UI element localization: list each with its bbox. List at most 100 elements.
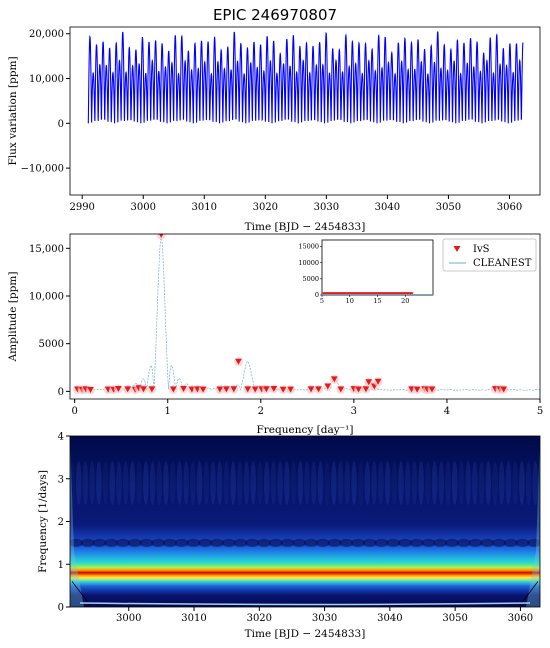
wavelet-streak <box>277 461 283 506</box>
wavelet-streak <box>364 461 371 506</box>
x-axis-label: Time [BJD − 2454833] <box>245 221 366 233</box>
wavelet-dark-blob <box>351 538 365 547</box>
x-tick-label: 3000 <box>131 202 156 213</box>
inset-y-tick-label: 10000 <box>298 259 319 267</box>
ivs-marker <box>500 386 508 393</box>
inset-x-tick-label: 15 <box>373 297 381 305</box>
ivs-marker <box>244 386 252 393</box>
wavelet-dark-blob <box>398 538 412 547</box>
y-tick-label: 0 <box>58 119 64 130</box>
y-tick-label: 10,000 <box>29 74 64 85</box>
wavelet-streak <box>391 461 398 506</box>
wavelet-streak <box>136 461 142 506</box>
x-tick-label: 2 <box>258 406 264 417</box>
y-tick-label: −10,000 <box>21 164 64 175</box>
wavelet-streak <box>284 461 290 506</box>
x-tick-label: 5 <box>537 406 543 417</box>
inset-y-tick-label: 15000 <box>298 243 319 251</box>
ivs-marker <box>287 386 294 393</box>
legend-cleanest-label: CLEANEST <box>473 258 532 269</box>
ivs-marker <box>279 386 287 393</box>
wavelet-streak <box>331 461 337 506</box>
wavelet-streak <box>357 461 364 506</box>
wavelet-dark-blob <box>163 538 177 547</box>
wavelet-streak <box>216 461 223 506</box>
x-tick-label: 3030 <box>312 613 337 624</box>
wavelet-dark-blob <box>480 538 495 547</box>
wavelet-dark-blob <box>139 538 154 547</box>
wavelet-streak <box>290 461 297 506</box>
wavelet-streak <box>109 461 116 506</box>
wavelet-streak <box>304 461 310 506</box>
ivs-marker <box>148 386 156 393</box>
wavelet-streak <box>411 461 418 506</box>
wavelet-streak <box>519 461 525 506</box>
inset-frame <box>321 239 434 296</box>
x-tick-label: 3010 <box>192 202 217 213</box>
ivs-marker <box>374 378 382 385</box>
wavelet-dark-blob <box>245 538 260 547</box>
wavelet-dark-blob <box>421 538 436 547</box>
x-tick-label: 3030 <box>314 202 339 213</box>
wavelet-streak <box>190 461 196 506</box>
wavelet-streak <box>196 461 203 506</box>
x-tick-label: 3060 <box>497 202 522 213</box>
wavelet-streak <box>458 461 465 506</box>
wavelet-dark-blob <box>198 538 213 547</box>
x-tick-label: 3020 <box>247 613 272 624</box>
ivs-marker <box>223 386 230 393</box>
ivs-marker <box>251 386 259 393</box>
y-tick-label: 20,000 <box>29 29 64 40</box>
periodogram-panel: 0 1 2 3 4 5 15,000 10,000 5000 0 Frequency [day⁻¹]… <box>7 233 543 436</box>
wavelet-streak <box>89 461 95 506</box>
ivs-marker <box>124 386 132 393</box>
wavelet-streak <box>122 461 129 506</box>
wavelet-panel: 3000 3010 3020 3030 3040 3050 3060 4 3 2 1 0 Time [B… <box>37 432 541 640</box>
wavelet-streak <box>75 461 82 506</box>
wavelet-streak <box>532 461 539 506</box>
wavelet-dark-blob <box>257 538 271 547</box>
wavelet-streak <box>96 461 102 506</box>
wavelet-streak <box>203 461 210 506</box>
wavelet-dark-blob <box>456 538 471 547</box>
ivs-marker <box>270 385 278 392</box>
wavelet-dark-blob <box>174 538 189 547</box>
wavelet-streak <box>431 461 438 506</box>
ivs-marker <box>324 383 332 390</box>
x-axis-label: Frequency [day⁻¹] <box>257 424 354 436</box>
wavelet-dark-blob <box>116 538 130 547</box>
inset-y-tick-label: 0 <box>315 291 319 299</box>
wavelet-streak <box>210 461 216 506</box>
legend-ivs-label: IvS <box>473 244 490 255</box>
wavelet-streak <box>156 461 163 506</box>
coi-bottom <box>79 602 531 606</box>
wavelet-dark-blob <box>339 538 354 547</box>
ivs-marker <box>170 386 177 393</box>
wavelet-dark-blob <box>515 538 530 547</box>
wavelet-streak <box>143 461 149 506</box>
wavelet-streak <box>310 461 317 506</box>
y-tick-label: 10,000 <box>29 291 64 302</box>
x-tick-label: 3020 <box>253 202 278 213</box>
wavelet-streak <box>317 461 324 506</box>
wavelet-streak <box>404 461 411 506</box>
x-tick-label: 3050 <box>442 613 467 624</box>
ivs-marker <box>365 379 373 386</box>
y-tick-label: 4 <box>58 432 64 443</box>
ivs-marker <box>428 386 436 393</box>
wavelet-dark-blob <box>186 538 201 547</box>
wavelet-streak <box>465 461 471 506</box>
wavelet-streak <box>183 461 189 506</box>
wavelet-streak <box>438 461 445 506</box>
wavelet-streak <box>149 461 156 506</box>
wavelet-streak <box>257 461 263 506</box>
wavelet-streak <box>270 461 277 506</box>
x-tick-label: 3040 <box>377 613 402 624</box>
page-title: EPIC 246970807 <box>212 6 338 24</box>
wavelet-streak <box>102 461 109 506</box>
inset-x-tick-label: 5 <box>320 297 324 305</box>
wavelet-dark-blob <box>151 538 166 547</box>
wavelet-streak <box>498 461 505 506</box>
wavelet-streak <box>398 461 404 506</box>
x-tick-label: 3000 <box>116 613 141 624</box>
